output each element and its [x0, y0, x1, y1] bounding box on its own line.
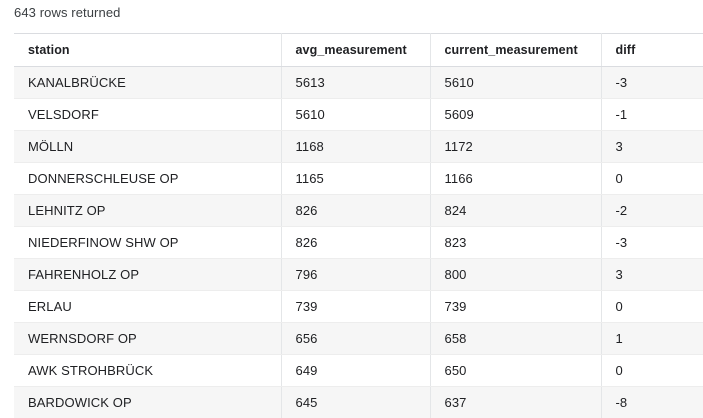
cell-avg_measurement: 1168: [281, 130, 431, 163]
cell-avg_measurement: 649: [281, 354, 431, 387]
cell-avg_measurement: 739: [281, 290, 431, 323]
table-row[interactable]: MÖLLN 1168 1172 3: [14, 130, 703, 163]
cell-diff: 0: [601, 354, 703, 387]
cell-station: BARDOWICK OP: [14, 386, 282, 418]
table-header-row: station avg_measurement current_measurem…: [14, 33, 703, 67]
cell-station: VELSDORF: [14, 98, 282, 131]
results-table-scroll-container[interactable]: station avg_measurement current_measurem…: [14, 33, 703, 418]
column-header-diff[interactable]: diff: [601, 33, 703, 67]
cell-station: WERNSDORF OP: [14, 322, 282, 355]
column-header-avg-measurement[interactable]: avg_measurement: [281, 33, 431, 67]
column-header-current-measurement[interactable]: current_measurement: [430, 33, 602, 67]
rows-returned-status: 643 rows returned: [14, 5, 121, 20]
cell-station: KANALBRÜCKE: [14, 66, 282, 99]
results-table-header: station avg_measurement current_measurem…: [14, 33, 703, 67]
cell-diff: 1: [601, 322, 703, 355]
table-row[interactable]: ERLAU 739 739 0: [14, 290, 703, 323]
cell-current_measurement: 5610: [430, 66, 602, 99]
results-table: station avg_measurement current_measurem…: [14, 33, 703, 418]
table-row[interactable]: KANALBRÜCKE 5613 5610 -3: [14, 66, 703, 99]
results-table-body: KANALBRÜCKE 5613 5610 -3 VELSDORF 5610 5609 -1 M…: [14, 66, 703, 418]
table-row[interactable]: AWK STROHBRÜCK 649 650 0: [14, 354, 703, 387]
cell-avg_measurement: 656: [281, 322, 431, 355]
cell-station: MÖLLN: [14, 130, 282, 163]
cell-station: DONNERSCHLEUSE OP: [14, 162, 282, 195]
cell-avg_measurement: 1165: [281, 162, 431, 195]
table-row[interactable]: BARDOWICK OP 645 637 -8: [14, 386, 703, 418]
cell-diff: 0: [601, 290, 703, 323]
cell-avg_measurement: 796: [281, 258, 431, 291]
table-row[interactable]: FAHRENHOLZ OP 796 800 3: [14, 258, 703, 291]
cell-current_measurement: 823: [430, 226, 602, 259]
cell-station: AWK STROHBRÜCK: [14, 354, 282, 387]
cell-avg_measurement: 5613: [281, 66, 431, 99]
table-row[interactable]: WERNSDORF OP 656 658 1: [14, 322, 703, 355]
cell-current_measurement: 800: [430, 258, 602, 291]
cell-current_measurement: 637: [430, 386, 602, 418]
cell-diff: -3: [601, 66, 703, 99]
cell-diff: 0: [601, 162, 703, 195]
table-row[interactable]: NIEDERFINOW SHW OP 826 823 -3: [14, 226, 703, 259]
cell-current_measurement: 1172: [430, 130, 602, 163]
column-header-station[interactable]: station: [14, 33, 282, 67]
cell-diff: 3: [601, 258, 703, 291]
cell-station: FAHRENHOLZ OP: [14, 258, 282, 291]
cell-diff: -1: [601, 98, 703, 131]
cell-current_measurement: 739: [430, 290, 602, 323]
cell-avg_measurement: 826: [281, 194, 431, 227]
cell-current_measurement: 1166: [430, 162, 602, 195]
cell-avg_measurement: 645: [281, 386, 431, 418]
cell-diff: -3: [601, 226, 703, 259]
cell-diff: -2: [601, 194, 703, 227]
cell-avg_measurement: 826: [281, 226, 431, 259]
cell-station: NIEDERFINOW SHW OP: [14, 226, 282, 259]
cell-avg_measurement: 5610: [281, 98, 431, 131]
table-row[interactable]: DONNERSCHLEUSE OP 1165 1166 0: [14, 162, 703, 195]
cell-current_measurement: 824: [430, 194, 602, 227]
table-row[interactable]: VELSDORF 5610 5609 -1: [14, 98, 703, 131]
table-row[interactable]: LEHNITZ OP 826 824 -2: [14, 194, 703, 227]
cell-station: ERLAU: [14, 290, 282, 323]
cell-current_measurement: 658: [430, 322, 602, 355]
cell-diff: -8: [601, 386, 703, 418]
cell-station: LEHNITZ OP: [14, 194, 282, 227]
cell-current_measurement: 650: [430, 354, 602, 387]
cell-diff: 3: [601, 130, 703, 163]
cell-current_measurement: 5609: [430, 98, 602, 131]
